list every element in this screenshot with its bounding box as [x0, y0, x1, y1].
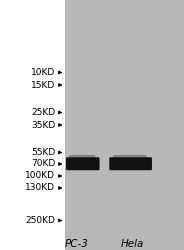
- Text: 100KD: 100KD: [25, 172, 55, 180]
- Text: 15KD: 15KD: [31, 80, 55, 90]
- FancyBboxPatch shape: [113, 155, 147, 161]
- Text: 10KD: 10KD: [31, 68, 55, 77]
- Text: 70KD: 70KD: [31, 160, 55, 168]
- FancyBboxPatch shape: [65, 0, 184, 250]
- Text: 250KD: 250KD: [25, 216, 55, 225]
- FancyBboxPatch shape: [69, 155, 95, 161]
- Text: Hela: Hela: [121, 239, 144, 249]
- Text: 130KD: 130KD: [25, 184, 55, 192]
- Text: 25KD: 25KD: [31, 108, 55, 117]
- Text: 55KD: 55KD: [31, 148, 55, 157]
- Text: 35KD: 35KD: [31, 120, 55, 130]
- FancyBboxPatch shape: [109, 157, 152, 170]
- Text: PC-3: PC-3: [64, 239, 88, 249]
- FancyBboxPatch shape: [66, 157, 100, 170]
